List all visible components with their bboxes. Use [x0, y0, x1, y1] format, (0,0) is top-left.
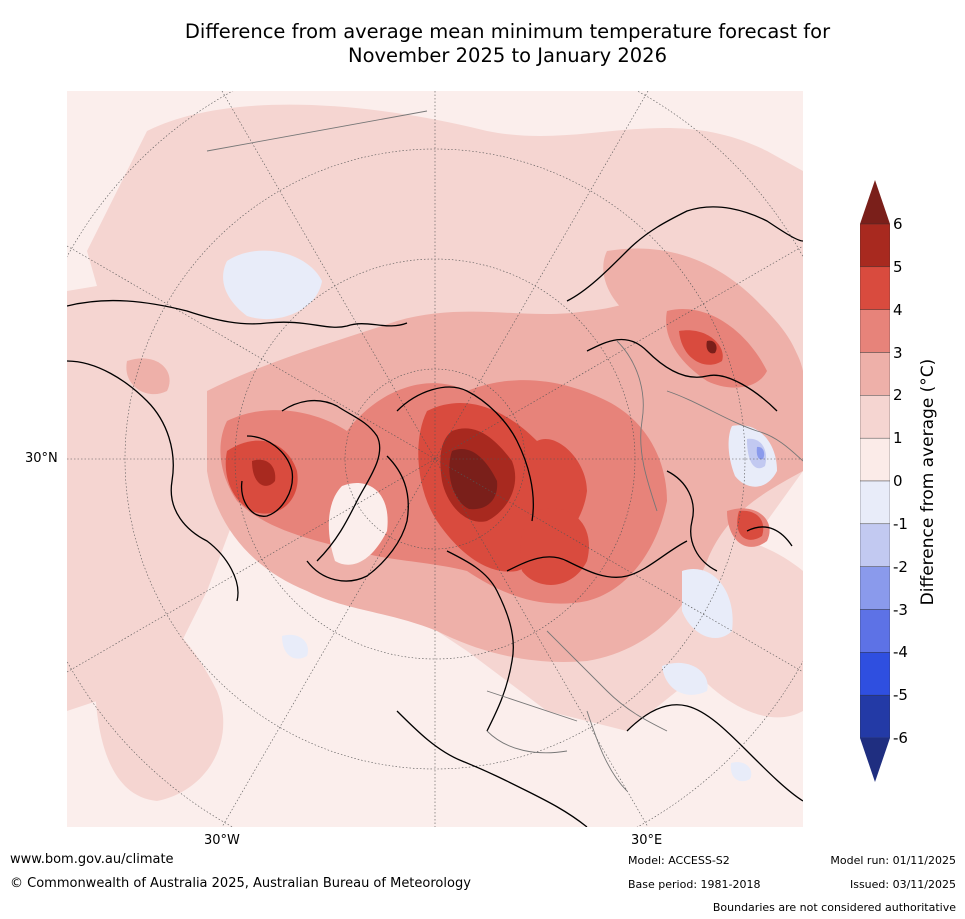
colorbar-segment [860, 352, 890, 396]
footer-copyright: © Commonwealth of Australia 2025, Austra… [10, 876, 471, 891]
colorbar-tick-label: 3 [893, 343, 903, 362]
country-borders [206, 110, 803, 792]
colorbar-extend-bottom [860, 738, 890, 782]
colorbar-segment [860, 266, 890, 310]
map-title: Difference from average mean minimum tem… [60, 20, 955, 68]
colorbar-tick-label: 0 [893, 472, 903, 490]
temperature-anomaly-map [67, 91, 803, 827]
footer-model-run: Model run: 01/11/2025 [830, 854, 956, 867]
colorbar-tick-label: -1 [893, 514, 908, 533]
colorbar-tick-label: 2 [893, 386, 903, 405]
colorbar [860, 180, 890, 782]
colorbar-segment [860, 437, 890, 482]
footer-issued: Issued: 03/11/2025 [849, 878, 956, 891]
title-line-2: November 2025 to January 2026 [348, 44, 667, 67]
anomaly-cool-regions [223, 250, 777, 782]
footer-model: Model: ACCESS-S2 [628, 854, 730, 867]
colorbar-tick-label: 5 [893, 257, 903, 276]
colorbar-label-text: Difference from average (°C) [918, 358, 938, 606]
anomaly-above-6-region [449, 340, 717, 510]
coastlines [67, 206, 803, 827]
colorbar-extend-top [860, 180, 890, 224]
colorbar-segment [860, 523, 890, 567]
colorbar-tick-label: -6 [893, 729, 908, 747]
colorbar-tick-label: -4 [893, 643, 908, 662]
colorbar-segment [860, 694, 890, 739]
colorbar-segment [860, 566, 890, 610]
footer-url[interactable]: www.bom.gov.au/climate [10, 852, 174, 867]
map-canvas [67, 91, 803, 827]
longitude-label-30w: 30°W [204, 833, 240, 848]
colorbar-tick-label: 6 [893, 215, 903, 233]
colorbar-segment [860, 480, 890, 525]
colorbar-segment [860, 309, 890, 353]
colorbar-segment [860, 395, 890, 439]
footer-base-period: Base period: 1981-2018 [628, 878, 761, 891]
colorbar-tick-label: -5 [893, 686, 908, 705]
longitude-label-30e: 30°E [631, 833, 663, 848]
footer-disclaimer: Boundaries are not considered authoritat… [712, 901, 956, 914]
latitude-label-30n: 30°N [25, 451, 58, 466]
colorbar-tick-label: 4 [893, 300, 903, 319]
title-line-1: Difference from average mean minimum tem… [184, 20, 831, 43]
colorbar-segment [860, 609, 890, 653]
colorbar-segment [860, 652, 890, 696]
colorbar-tick-label: -2 [893, 557, 908, 576]
colorbar-segment [860, 223, 890, 268]
colorbar-tick-label: -3 [893, 600, 908, 619]
colorbar-tick-label: 1 [893, 429, 903, 448]
